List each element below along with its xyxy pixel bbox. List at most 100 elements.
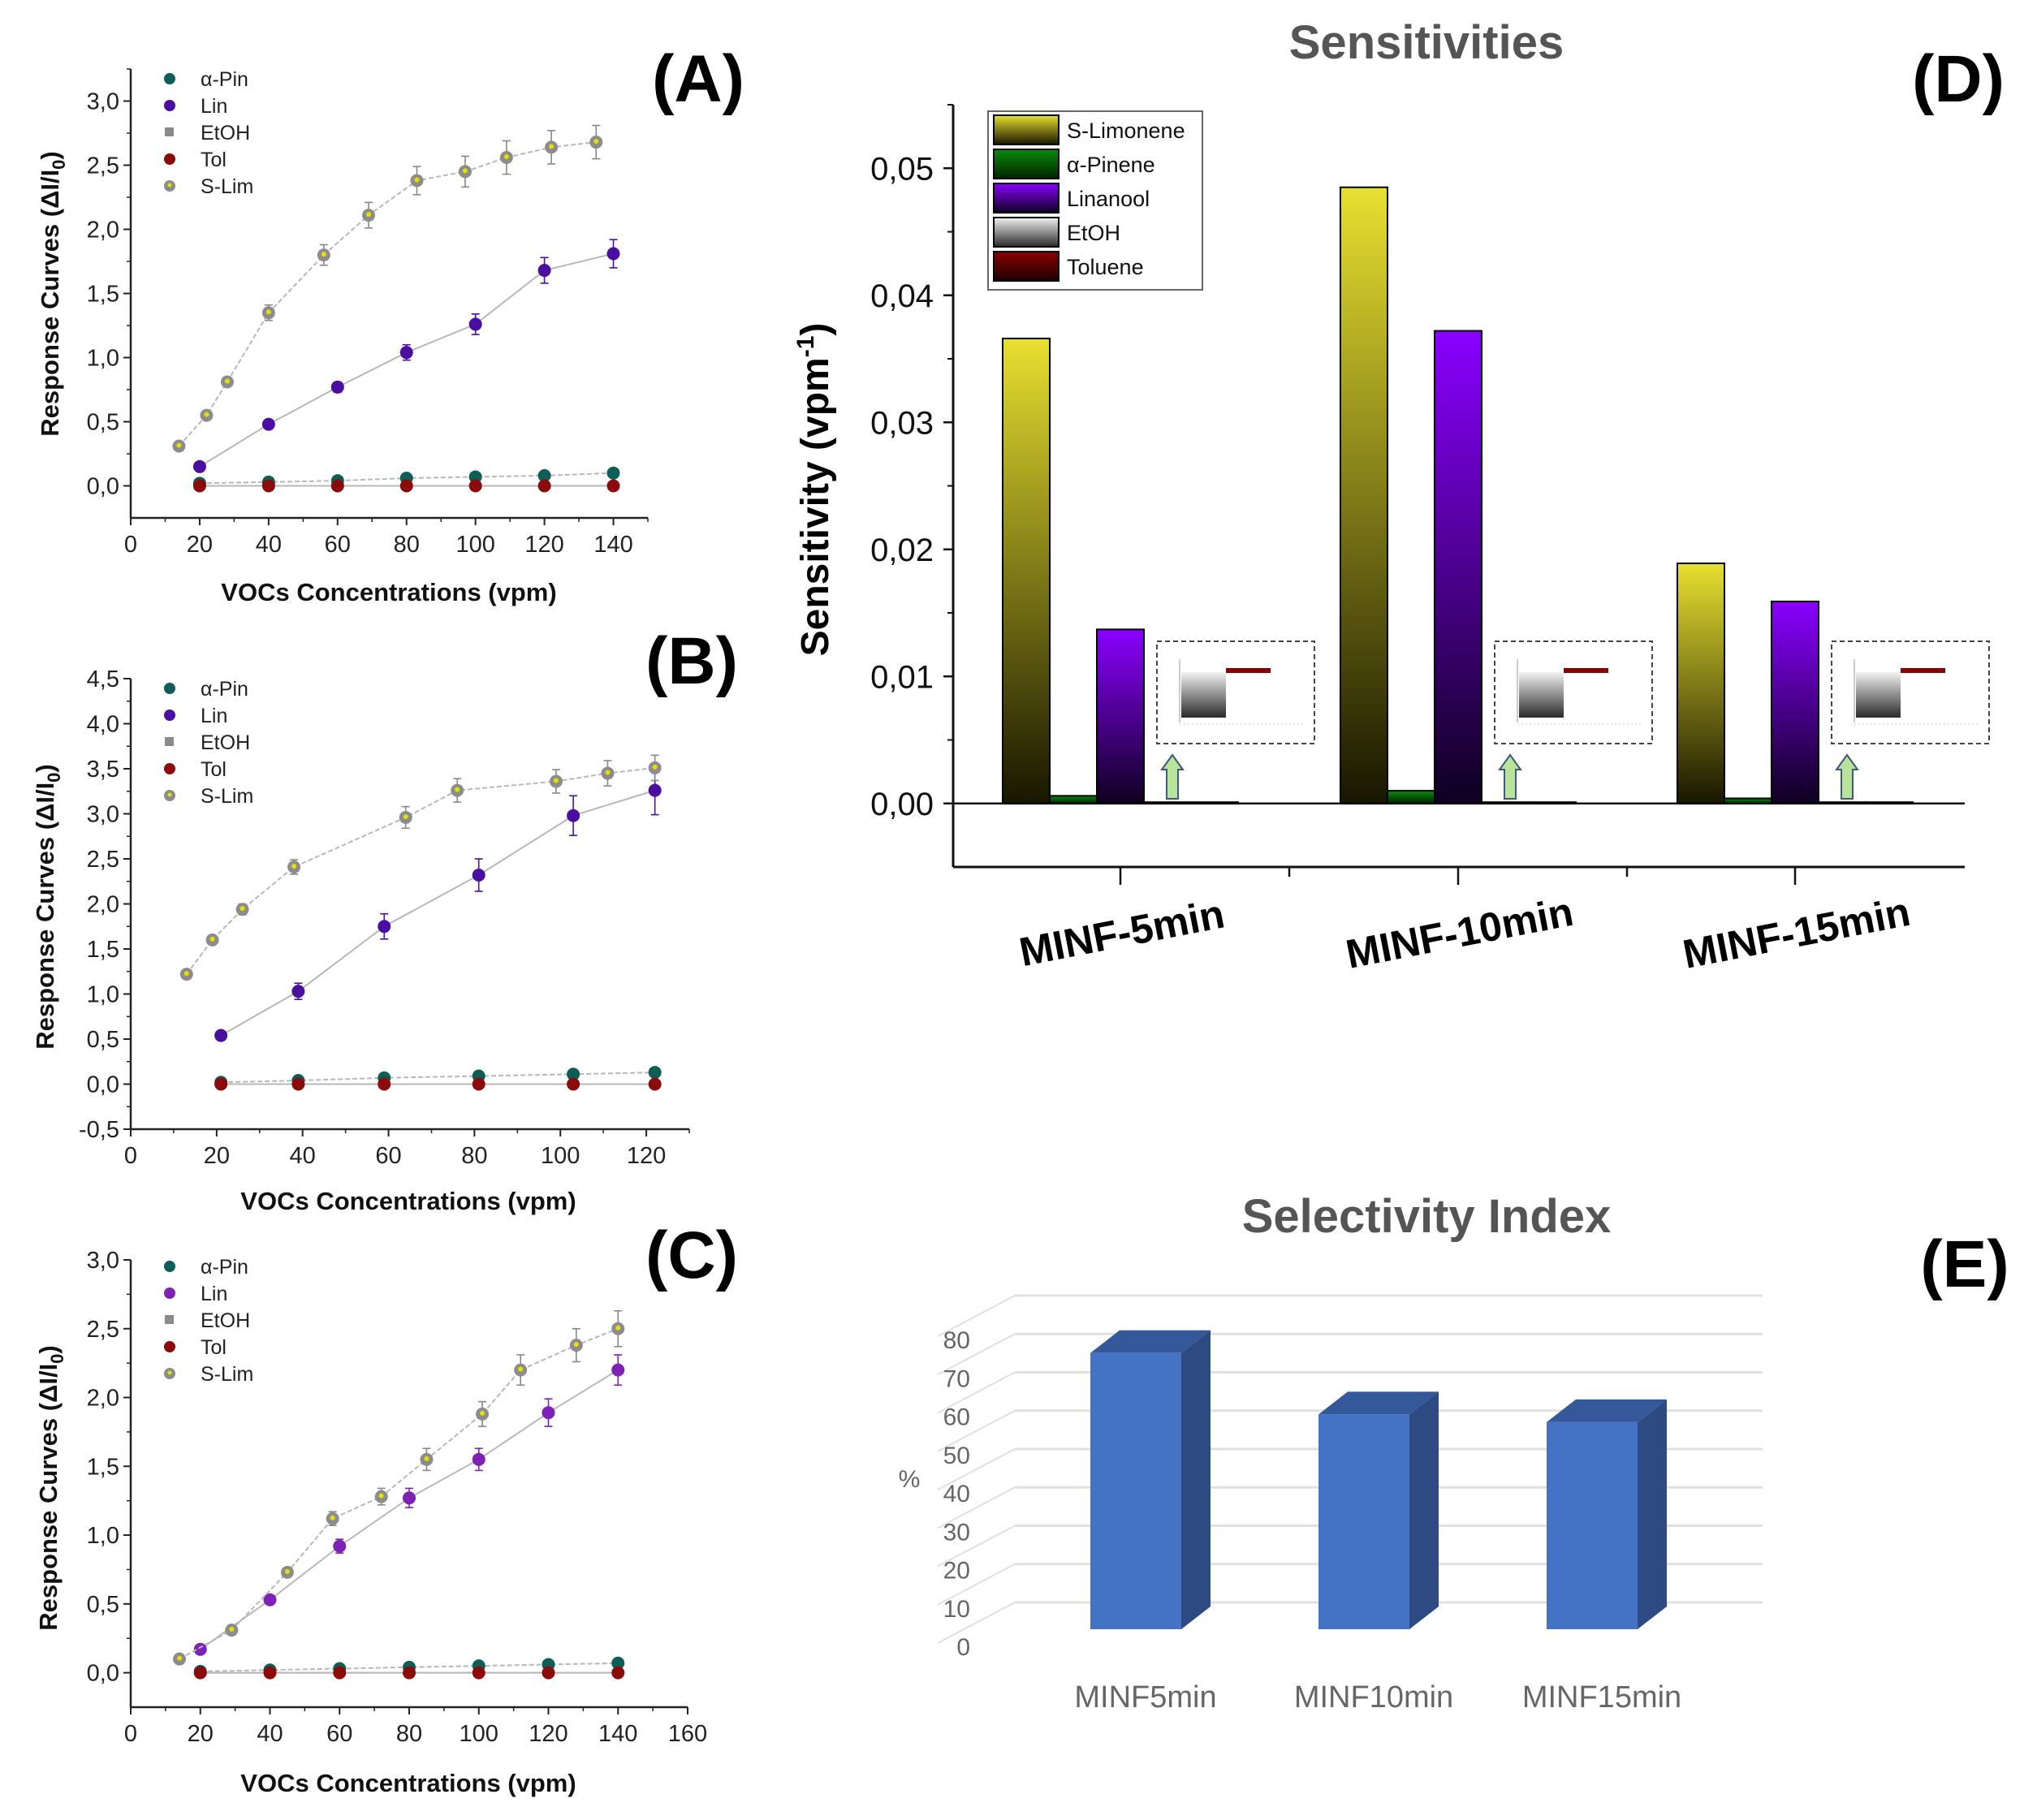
data-point [567,1077,580,1091]
data-point [567,809,580,822]
y-tick-label: 0,5 [87,1592,119,1618]
bar-etoh [1481,801,1530,804]
legend-marker [164,1341,175,1352]
legend-marker [165,127,174,136]
x-tick-label: 80 [394,532,420,558]
data-point [214,1077,228,1091]
data-point [192,459,206,473]
y-tick-label: 70 [943,1365,970,1392]
legend-marker [164,709,175,721]
data-point-core [265,309,271,315]
legend-marker [165,1315,174,1324]
x-tick-label: 20 [188,1721,214,1747]
inset-etoh-bar [1181,672,1226,718]
data-point-core [462,168,468,174]
legend-label: α-Pin [201,1256,248,1279]
legend-marker [164,73,175,84]
legend: S-Limonene α-Pinene Linanool EtOH Toluene [987,110,1203,291]
x-tick-label: 40 [256,532,282,558]
y-tick-label: 0,0 [87,474,119,500]
bar-front [1547,1421,1638,1629]
data-point [403,1666,416,1680]
y-tick-label: 50 [943,1443,970,1469]
inset-etoh-bar [1856,672,1901,718]
data-point [399,346,413,360]
data-point [542,1666,555,1680]
legend-item: α-Pin [164,1256,248,1279]
legend-item: EtOH [165,731,250,754]
y-tick-label: 3,0 [87,1248,119,1274]
up-arrow-icon [1498,753,1522,800]
data-point [263,1593,277,1607]
y-tick-label: 2,0 [87,1386,119,1412]
data-point-core [553,778,559,783]
x-axis-label: VOCs Concentrations (vpm) [221,578,556,606]
data-point-core [652,764,658,770]
bar-top [1090,1330,1211,1353]
series-slim [172,124,603,453]
y-tick-label: 10 [943,1596,970,1623]
x-tick-label: 40 [257,1721,283,1747]
x-tick-label: 140 [593,532,632,558]
data-point-core [209,936,215,942]
data-point-core [321,252,326,257]
series-lin [193,1354,625,1656]
bar-front [1318,1414,1409,1629]
x-tick-label: 20 [187,532,213,558]
inset-toluene-bar [1226,668,1271,673]
legend-swatch [993,217,1059,248]
bar-front [1090,1352,1181,1629]
inset-zoom [1156,640,1315,744]
y-tick-label: 1,0 [87,346,119,372]
y-tick-label: 1,5 [87,937,119,963]
data-point [468,470,482,484]
inset-box [1831,640,1990,744]
y-tick-label: 3,5 [87,757,119,783]
up-arrow-icon [1835,753,1859,800]
legend-label: S-Limonene [1067,119,1185,143]
bar-etoh [1143,801,1192,804]
legend-label: Tol [201,149,227,171]
x-category-label: MINF10min [1294,1680,1453,1714]
legend-item: Tol [164,758,227,781]
data-point [214,1029,228,1042]
data-point [399,479,413,493]
bar-pinene [1049,795,1098,804]
y-axis-label: Response Curves (ΔI/I0) [36,151,69,437]
y-tick-label: 0,04 [870,278,934,314]
x-category-label: MINF-10min [1342,889,1577,977]
legend-label: S-Lim [201,785,253,808]
legend-swatch [993,251,1059,282]
legend-item: Lin [164,1283,227,1305]
grid-diagonal [937,1448,1016,1490]
fit-line [186,766,655,975]
y-tick-label: 2,0 [87,218,119,244]
x-axis-label: VOCs Concentrations (vpm) [240,1187,576,1215]
inset-toluene-bar [1564,668,1608,673]
series-pin [214,1066,662,1089]
legend-item: EtOH [165,122,250,144]
data-point-core [414,177,420,183]
data-point-core [291,863,297,869]
inset-toluene-bar [1901,668,1945,673]
data-point-core [573,1342,579,1348]
data-point-core [378,1493,384,1499]
legend-label: EtOH [201,122,250,144]
y-axis-label: % [899,1466,921,1493]
legend-label: Lin [201,95,227,118]
data-point [333,1539,347,1553]
legend-item: Tol [164,149,227,171]
bar-side [1409,1391,1439,1629]
data-point-core [605,770,611,775]
y-tick-label: -0,5 [79,1117,119,1143]
bar-linanool [1434,330,1482,804]
data-point-core [403,813,408,819]
chart-title: Selectivity Index [1242,1190,1612,1243]
x-tick-label: 40 [290,1143,316,1169]
data-point [192,479,206,493]
x-tick-label: 100 [460,1721,498,1747]
data-point-core [330,1515,335,1520]
data-point-core [224,378,230,384]
y-axis-label: Sensitivity (vpm-1) [792,323,837,657]
